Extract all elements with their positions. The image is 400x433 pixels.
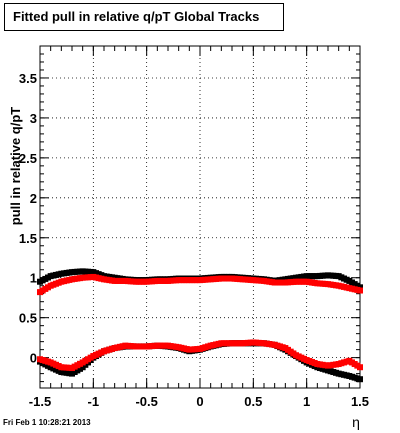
data-point [357, 287, 363, 294]
y-tick-label: 2 [30, 191, 37, 206]
axis-ticks [39, 46, 361, 388]
y-axis-title: pull in relative q/pT [8, 107, 23, 226]
x-tick-label: -0.5 [135, 394, 157, 409]
x-tick-label: -1 [88, 394, 100, 409]
x-tick-label: 1.5 [351, 394, 369, 409]
x-tick-label: -1.5 [29, 394, 51, 409]
data-point [357, 364, 363, 371]
data-markers [37, 268, 363, 383]
chart-title: Fitted pull in relative q/pT Global Trac… [13, 9, 260, 24]
y-tick-label: 1.5 [19, 231, 37, 246]
x-tick-label: 0 [196, 394, 203, 409]
x-tick-label: 1 [303, 394, 310, 409]
y-tick-label: 0.5 [19, 311, 37, 326]
y-tick-labels: 0 0.5 1 1.5 2 2.5 3 3.5 [19, 71, 37, 366]
y-tick-label: 3.5 [19, 71, 37, 86]
grid [40, 46, 360, 388]
y-tick-label: 3 [30, 111, 37, 126]
x-tick-label: 0.5 [244, 394, 262, 409]
timestamp: Fri Feb 1 10:28:21 2013 [3, 418, 91, 427]
y-tick-label: 0 [30, 351, 37, 366]
y-tick-label: 2.5 [19, 151, 37, 166]
plot-frame [39, 45, 361, 389]
series-4 [37, 339, 363, 372]
series-2 [37, 273, 363, 296]
x-tick-labels: -1.5 -1 -0.5 0 0.5 1 1.5 [29, 394, 369, 409]
x-axis-title: η [352, 414, 360, 430]
data-point [357, 376, 363, 383]
y-tick-label: 1 [30, 271, 37, 286]
chart-title-box: Fitted pull in relative q/pT Global Trac… [4, 3, 284, 31]
